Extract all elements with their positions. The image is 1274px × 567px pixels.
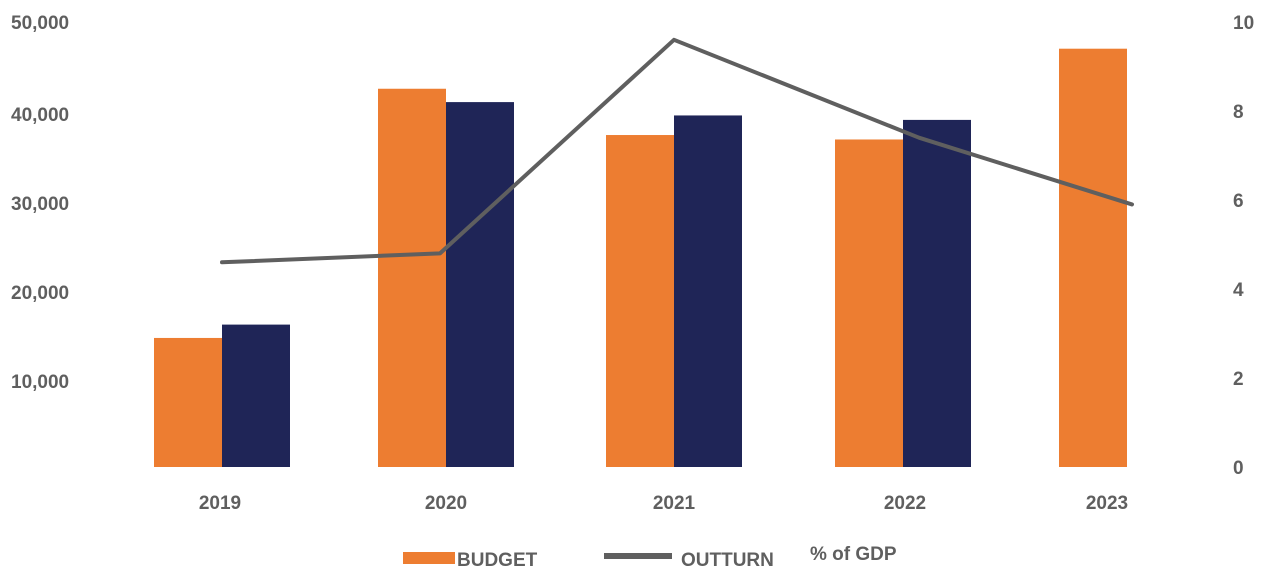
right-axis-tick-label: 2 [1233, 369, 1244, 390]
bar-outturn-2019 [222, 324, 290, 467]
legend-label-outturn: OUTTURN [681, 550, 774, 567]
right-axis-tick-label: 8 [1233, 102, 1244, 123]
bar-budget-2022 [835, 139, 903, 468]
bar-outturn-2020 [446, 102, 514, 467]
x-axis-ticks: 2019 2020 2021 2022 2023 [199, 493, 1128, 514]
right-axis-tick-label: 0 [1233, 458, 1244, 479]
legend: BUDGET OUTTURN % of GDP [403, 544, 897, 567]
right-axis-ticks: 10 8 6 4 2 0 [1233, 13, 1254, 479]
right-axis-tick-label: 4 [1233, 280, 1244, 301]
right-axis-tick-label: 10 [1233, 13, 1254, 34]
x-axis-tick-label: 2020 [425, 493, 467, 514]
left-axis-tick-label: 50,000 [11, 13, 69, 34]
left-axis-ticks: 50,000 40,000 30,000 20,000 10,000 [11, 13, 69, 393]
legend-swatch-outturn [604, 553, 672, 559]
bar-budget-2020 [378, 88, 446, 467]
bar-outturn-2022 [903, 119, 971, 468]
legend-label-gdp: % of GDP [810, 544, 897, 565]
legend-swatch-budget [403, 552, 455, 564]
bar-budget-2019 [154, 337, 222, 467]
left-axis-tick-label: 20,000 [11, 283, 69, 304]
x-axis-tick-label: 2021 [653, 493, 696, 514]
left-axis-tick-label: 40,000 [11, 105, 69, 126]
gdp-line-group [220, 37, 1134, 265]
legend-label-budget: BUDGET [457, 550, 538, 567]
bar-budget-2021 [606, 135, 674, 467]
bar-budget-2023 [1059, 48, 1127, 467]
x-axis-tick-label: 2019 [199, 493, 241, 514]
x-axis-tick-label: 2022 [884, 493, 926, 514]
left-axis-tick-label: 10,000 [11, 372, 69, 393]
left-axis-tick-label: 30,000 [11, 194, 69, 215]
bars-group [154, 48, 1127, 468]
bar-outturn-2021 [674, 115, 742, 467]
gdp-line [220, 37, 1134, 265]
right-axis-tick-label: 6 [1233, 191, 1244, 212]
x-axis-tick-label: 2023 [1086, 493, 1128, 514]
